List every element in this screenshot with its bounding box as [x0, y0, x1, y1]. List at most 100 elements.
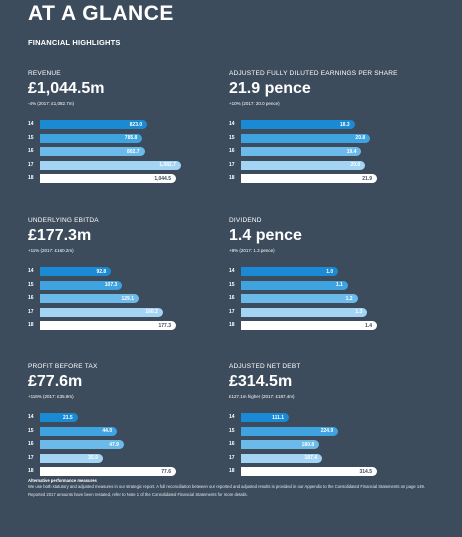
- bar-year-label: 15: [28, 281, 34, 288]
- bar: 77.6: [40, 467, 176, 476]
- bar-value-label: 314.5: [359, 468, 372, 475]
- panel-revenue: REVENUE £1,044.5m -4% (2017: £1,082.7m) …: [28, 70, 181, 183]
- bar-year-label: 18: [229, 468, 235, 474]
- bar: 20.8: [241, 133, 371, 143]
- bar-year-label: 16: [28, 441, 34, 447]
- bar-year-label: 17: [229, 308, 235, 315]
- bar: 19.4: [241, 147, 362, 156]
- bar-value-label: 1.2: [345, 295, 353, 302]
- bar: 1.0: [241, 267, 339, 276]
- bar-value-label: 107.3: [104, 282, 118, 288]
- bar-row: 18 177.3: [28, 321, 178, 331]
- panel-label: PROFIT BEFORE TAX: [28, 363, 98, 370]
- bar-value-label: 44.0: [102, 428, 113, 434]
- bar-row: 18 1,044.5: [28, 174, 178, 184]
- bar: 21.9: [241, 174, 377, 183]
- bar-year-label: 14: [229, 268, 235, 274]
- bar: 18.3: [241, 120, 355, 129]
- bar: 1.2: [241, 294, 358, 303]
- panel-value: £177.3m: [28, 227, 92, 244]
- page-title: AT A GLANCE: [28, 2, 174, 25]
- section-title: FINANCIAL HIGHLIGHTS: [28, 38, 121, 47]
- bar-year-label: 14: [28, 121, 34, 127]
- bar: 92.8: [40, 267, 112, 276]
- bar-value-label: 35.9: [88, 455, 98, 461]
- panel-label: DIVIDEND: [229, 217, 262, 224]
- bar: 823.0: [40, 120, 148, 129]
- bar-year-label: 18: [229, 322, 235, 328]
- bar-value-label: 92.8: [96, 268, 107, 275]
- panel-value: £1,044.5m: [28, 80, 105, 97]
- panel-comparison: -4% (2017: £1,082.7m): [28, 101, 75, 106]
- panel-value: 1.4 pence: [229, 227, 302, 244]
- bar-row: 15 20.8: [229, 133, 379, 144]
- panel-profit-before-tax: PROFIT BEFORE TAX £77.6m +116% (2017: £3…: [28, 363, 178, 476]
- bar-value-label: 77.6: [161, 468, 171, 475]
- bar-row: 14 1.0: [229, 267, 379, 277]
- bar-year-label: 15: [28, 427, 34, 434]
- bar-value-label: 20.8: [355, 135, 366, 141]
- bar-value-label: 785.8: [124, 135, 138, 141]
- bar: 107.3: [40, 280, 123, 290]
- bar: 20.0: [241, 160, 366, 170]
- bar-year-label: 17: [28, 454, 34, 461]
- bar-year-label: 16: [28, 148, 34, 154]
- bar: 21.5: [40, 413, 78, 422]
- bar-row: 15 44.0: [28, 426, 178, 437]
- panel-dividend: DIVIDEND 1.4 pence +8% (2017: 1.3 pence)…: [229, 217, 379, 330]
- panel-comparison: £127.1m higher (2017: £187.4m): [229, 394, 295, 399]
- bar-year-label: 17: [28, 161, 34, 168]
- panel-value: £77.6m: [28, 373, 83, 390]
- panel-label: ADJUSTED FULLY DILUTED EARNINGS PER SHAR…: [229, 70, 398, 77]
- panel-adjusted-net-debt: ADJUSTED NET DEBT £314.5m £127.1m higher…: [229, 363, 379, 476]
- bar-year-label: 17: [229, 161, 235, 168]
- bar: 785.8: [40, 133, 143, 143]
- bar-row: 16 129.1: [28, 294, 178, 304]
- bar-year-label: 18: [229, 175, 235, 181]
- bar: 1.1: [241, 280, 348, 290]
- bar: 1.4: [241, 321, 377, 330]
- bar-row: 17 160.2: [28, 307, 178, 318]
- bar-value-label: 111.1: [272, 414, 285, 421]
- bar-value-label: 180.8: [301, 441, 315, 448]
- bar-value-label: 47.9: [109, 441, 119, 448]
- bar-row: 17 1,082.7: [28, 160, 181, 171]
- bar-value-label: 1.3: [355, 309, 363, 315]
- panel-comparison: +11% (2017: £160.2m): [28, 248, 74, 253]
- bar-year-label: 18: [28, 322, 34, 328]
- bar-row: 17 1.3: [229, 307, 379, 318]
- bar: 1,044.5: [40, 174, 176, 183]
- bar-row: 15 107.3: [28, 280, 178, 291]
- bar-value-label: 1,044.5: [154, 175, 171, 182]
- bar-row: 16 802.7: [28, 147, 178, 157]
- bar-year-label: 18: [28, 175, 34, 181]
- bar-value-label: 802.7: [127, 148, 140, 155]
- bar-value-label: 224.9: [320, 428, 334, 434]
- bar: 129.1: [40, 294, 140, 303]
- bar-value-label: 21.9: [362, 175, 372, 182]
- bar-row: 18 314.5: [229, 467, 379, 477]
- bar-year-label: 14: [28, 414, 34, 420]
- bar-row: 16 19.4: [229, 147, 379, 157]
- bar-row: 17 35.9: [28, 453, 178, 464]
- footnote-heading: Alternative performance measures: [28, 478, 97, 483]
- footnote: Alternative performance measures We use …: [28, 478, 443, 498]
- bar-year-label: 16: [28, 295, 34, 301]
- panel-value: 21.9 pence: [229, 80, 311, 97]
- bar-year-label: 15: [229, 134, 235, 141]
- bar-value-label: 1.1: [335, 282, 343, 288]
- bar-value-label: 1,082.7: [159, 162, 176, 168]
- bar-row: 15 785.8: [28, 133, 178, 144]
- bar: 35.9: [40, 453, 103, 463]
- bar-year-label: 15: [229, 281, 235, 288]
- bar-row: 16 1.2: [229, 294, 379, 304]
- bar-year-label: 14: [28, 268, 34, 274]
- bar-value-label: 18.3: [339, 121, 350, 128]
- bar: 44.0: [40, 426, 118, 436]
- bar-row: 18 21.9: [229, 174, 379, 184]
- bar: 180.8: [241, 440, 320, 449]
- panel-comparison: +10% (2017: 20.0 pence): [229, 101, 280, 106]
- bar: 187.4: [241, 453, 323, 463]
- bar-row: 18 1.4: [229, 321, 379, 331]
- panel-adjusted-eps: ADJUSTED FULLY DILUTED EARNINGS PER SHAR…: [229, 70, 398, 183]
